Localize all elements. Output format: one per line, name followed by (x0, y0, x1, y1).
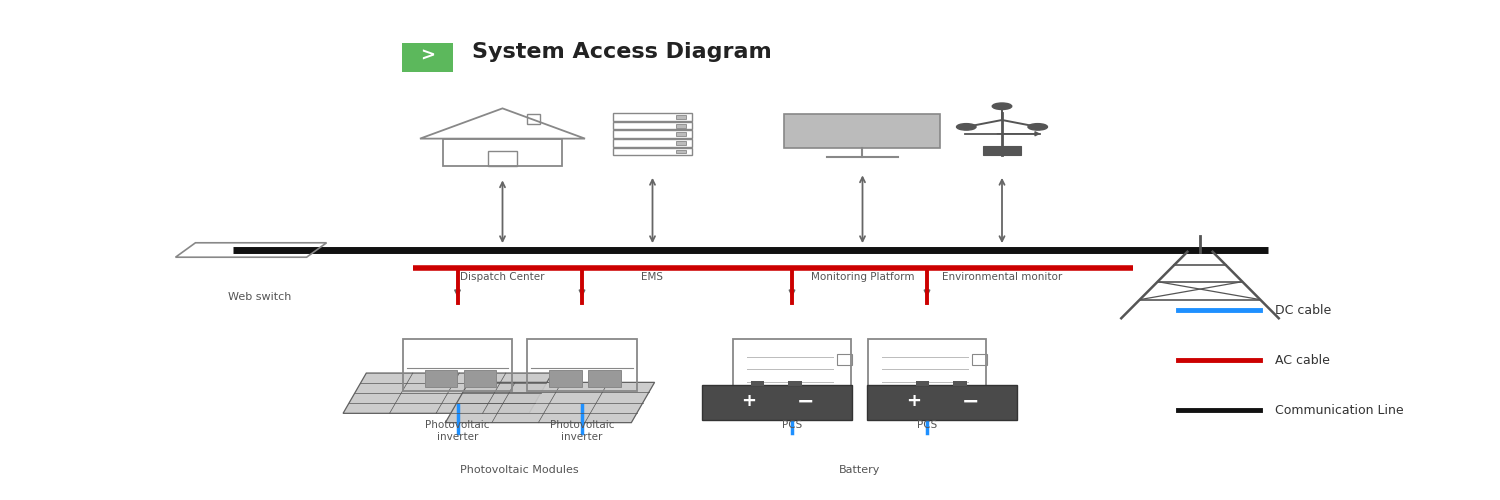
Bar (676, 124, 687, 128)
Text: Monitoring Platform: Monitoring Platform (810, 272, 913, 282)
Bar (464, 370, 496, 387)
Bar (442, 138, 562, 166)
Text: Web switch: Web switch (228, 292, 291, 302)
Bar (984, 146, 1022, 155)
Bar (784, 114, 940, 148)
Text: Communication Line: Communication Line (1275, 404, 1404, 416)
Circle shape (993, 103, 1012, 110)
Text: DC cable: DC cable (1275, 304, 1332, 316)
Bar (528, 339, 636, 391)
Bar (702, 385, 852, 420)
Text: PCS: PCS (782, 420, 802, 430)
Polygon shape (344, 373, 552, 414)
Bar (424, 370, 458, 387)
Text: Dispatch Center: Dispatch Center (460, 272, 544, 282)
Bar (588, 370, 621, 387)
Bar (972, 354, 987, 365)
Text: Photovoltaic
inverter: Photovoltaic inverter (426, 420, 489, 442)
Bar (788, 380, 801, 386)
Bar (676, 115, 687, 119)
Circle shape (1028, 124, 1047, 130)
Bar (614, 148, 692, 156)
Text: +: + (741, 392, 756, 410)
Text: System Access Diagram: System Access Diagram (472, 42, 772, 62)
Text: Environmental monitor: Environmental monitor (942, 272, 1062, 282)
Text: PCS: PCS (916, 420, 938, 430)
Bar (915, 380, 930, 386)
Text: EMS: EMS (642, 272, 663, 282)
Bar (954, 380, 966, 386)
Circle shape (957, 124, 976, 130)
Bar (676, 150, 687, 154)
Bar (528, 114, 540, 124)
Bar (676, 141, 687, 145)
Text: +: + (906, 392, 921, 410)
Bar (614, 113, 692, 121)
Bar (614, 130, 692, 138)
Bar (488, 151, 518, 166)
Text: Photovoltaic
inverter: Photovoltaic inverter (549, 420, 615, 442)
Text: Battery: Battery (839, 465, 880, 475)
Text: AC cable: AC cable (1275, 354, 1330, 366)
Bar (867, 385, 1017, 420)
Text: −: − (796, 391, 814, 411)
Bar (614, 139, 692, 147)
Text: >: > (420, 47, 435, 65)
Bar (676, 132, 687, 136)
FancyBboxPatch shape (402, 42, 453, 71)
Text: −: − (962, 391, 980, 411)
Bar (867, 339, 987, 392)
Bar (404, 339, 512, 391)
Bar (837, 354, 852, 365)
Bar (614, 122, 692, 130)
Bar (732, 339, 852, 392)
Polygon shape (446, 382, 654, 422)
Bar (750, 380, 764, 386)
Bar (549, 370, 582, 387)
Text: Photovoltaic Modules: Photovoltaic Modules (460, 465, 579, 475)
